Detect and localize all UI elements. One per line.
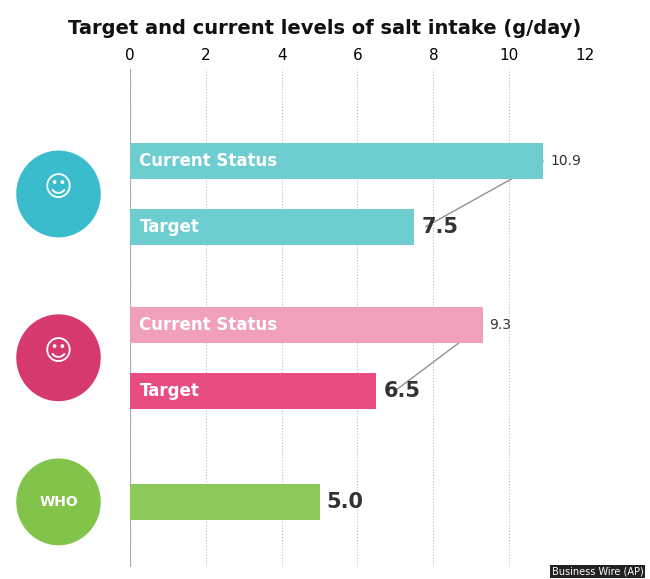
Bar	[130, 143, 543, 179]
Text: WHO: WHO	[39, 495, 78, 509]
Text: Business Wire (AP): Business Wire (AP)	[552, 566, 644, 576]
Text: 9.3: 9.3	[489, 318, 512, 332]
Bar	[130, 208, 415, 245]
Text: Target: Target	[140, 218, 200, 236]
Text: ☺: ☺	[44, 174, 73, 202]
Bar	[130, 484, 320, 520]
Text: 7.5: 7.5	[421, 217, 458, 237]
Text: Target: Target	[140, 382, 200, 400]
Text: Current Status: Current Status	[140, 152, 278, 170]
Bar	[130, 372, 376, 409]
Text: Current Status: Current Status	[140, 316, 278, 334]
Text: 6.5: 6.5	[384, 380, 421, 401]
Bar	[130, 307, 482, 343]
Text: 10.9: 10.9	[550, 154, 581, 168]
Text: 5.0: 5.0	[326, 492, 363, 512]
Text: Target and current levels of salt intake (g/day): Target and current levels of salt intake…	[68, 20, 582, 38]
Text: ☺: ☺	[44, 338, 73, 366]
